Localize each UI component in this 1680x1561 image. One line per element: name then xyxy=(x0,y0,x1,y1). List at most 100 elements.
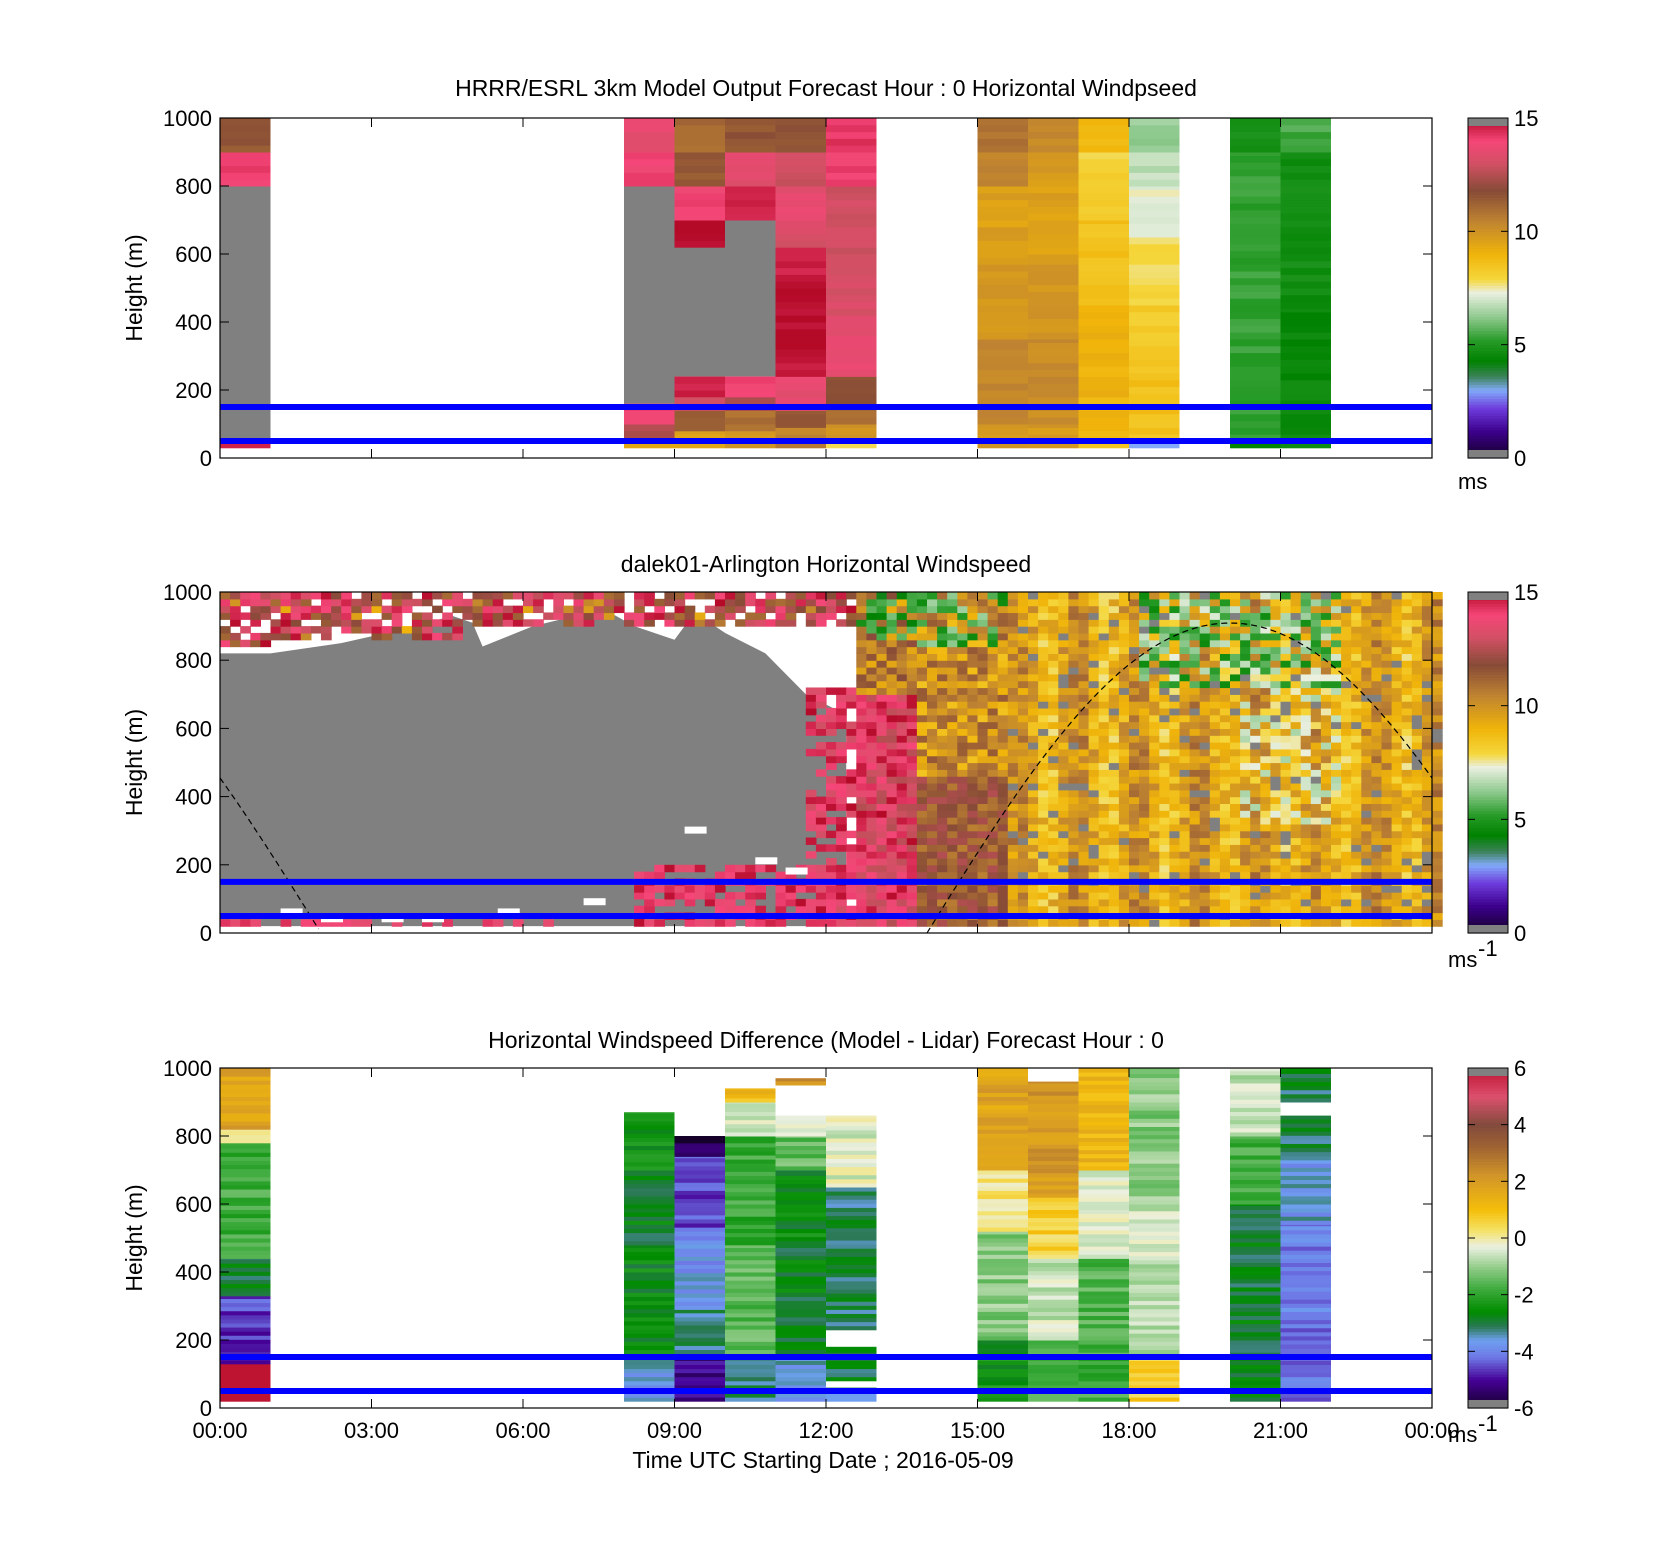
heatmap-cell xyxy=(856,776,867,784)
heatmap-cell xyxy=(826,1325,877,1331)
heatmap-cell xyxy=(987,892,999,900)
heatmap-cell xyxy=(1230,837,1241,845)
heatmap-cell xyxy=(977,626,989,634)
heatmap-cell xyxy=(906,817,918,825)
colorbar-segment xyxy=(1468,861,1508,866)
heatmap-cell xyxy=(220,1116,271,1122)
heatmap-cell xyxy=(1361,898,1372,907)
heatmap-cell xyxy=(775,376,826,384)
heatmap-cell xyxy=(664,864,676,873)
heatmap-cell xyxy=(1098,851,1110,859)
heatmap-cell xyxy=(1371,817,1383,825)
heatmap-cell xyxy=(1230,776,1241,784)
heatmap-cell xyxy=(1028,427,1079,435)
heatmap-cell xyxy=(1310,851,1322,859)
heatmap-cell xyxy=(644,892,655,900)
heatmap-cell xyxy=(977,192,1028,201)
heatmap-cell xyxy=(1129,1175,1180,1181)
heatmap-cell xyxy=(1230,196,1281,204)
heatmap-cell xyxy=(866,803,878,811)
heatmap-cell xyxy=(1391,673,1403,682)
heatmap-cell xyxy=(937,919,948,927)
heatmap-cell xyxy=(977,1307,1028,1312)
heatmap-cell xyxy=(1028,1197,1079,1202)
heatmap-cell xyxy=(351,605,362,614)
heatmap-cell xyxy=(1381,605,1393,614)
heatmap-cell xyxy=(310,612,322,620)
heatmap-cell xyxy=(1078,830,1090,839)
heatmap-cell xyxy=(906,598,918,607)
heatmap-cell xyxy=(1230,673,1241,682)
heatmap-cell xyxy=(1411,803,1423,811)
colorbar-segment xyxy=(1468,887,1508,891)
heatmap-cell xyxy=(836,871,847,880)
heatmap-cell xyxy=(896,632,908,641)
heatmap-cell xyxy=(1007,687,1019,695)
heatmap-cell xyxy=(937,748,948,757)
heatmap-cell xyxy=(543,612,554,620)
heatmap-cell xyxy=(1058,653,1069,661)
heatmap-cell xyxy=(1169,919,1181,927)
colorbar-segment xyxy=(1468,719,1508,724)
heatmap-cell xyxy=(1068,748,1080,757)
heatmap-cell xyxy=(1149,667,1160,675)
heatmap-cell xyxy=(220,1205,271,1210)
heatmap-cell xyxy=(1300,632,1312,641)
heatmap-cell xyxy=(1088,735,1100,743)
heatmap-cell xyxy=(977,653,989,661)
heatmap-cell xyxy=(1401,714,1413,723)
heatmap-cell xyxy=(957,817,968,825)
heatmap-cell xyxy=(826,817,837,825)
heatmap-cell xyxy=(1401,626,1413,634)
heatmap-cell xyxy=(846,776,857,784)
heatmap-cell xyxy=(1078,769,1090,777)
heatmap-cell xyxy=(1129,810,1140,818)
heatmap-cell xyxy=(1048,646,1059,654)
heatmap-cell xyxy=(725,1393,776,1398)
heatmap-cell xyxy=(765,619,777,627)
heatmap-cell xyxy=(1300,742,1312,750)
heatmap-cell xyxy=(1230,639,1241,648)
heatmap-cell xyxy=(836,817,847,825)
heatmap-cell xyxy=(1028,213,1079,221)
heatmap-cell xyxy=(694,885,706,893)
colorbar-segment xyxy=(1468,203,1508,207)
heatmap-cell xyxy=(906,707,918,716)
heatmap-cell xyxy=(1230,810,1241,818)
heatmap-cell xyxy=(1108,892,1120,900)
heatmap-cell xyxy=(997,871,1009,880)
heatmap-cell xyxy=(492,598,504,607)
heatmap-cell xyxy=(1381,721,1393,729)
heatmap-cell xyxy=(220,1068,271,1073)
heatmap-cell xyxy=(1068,667,1080,675)
heatmap-cell xyxy=(947,864,958,873)
heatmap-cell xyxy=(1219,823,1231,832)
heatmap-cell xyxy=(1038,776,1049,784)
heatmap-cell xyxy=(815,612,827,620)
heatmap-cell xyxy=(916,653,928,661)
heatmap-cell xyxy=(1371,789,1383,798)
heatmap-cell xyxy=(684,619,696,627)
heatmap-cell xyxy=(1098,817,1110,825)
heatmap-cell xyxy=(1351,660,1362,668)
heatmap-cell xyxy=(826,335,877,343)
heatmap-cell xyxy=(967,687,979,695)
heatmap-cell xyxy=(866,714,878,723)
colorbar-segment xyxy=(1468,839,1508,843)
heatmap-cell xyxy=(856,871,867,880)
heatmap-cell xyxy=(280,612,292,620)
heatmap-cell xyxy=(977,318,1028,326)
heatmap-cell xyxy=(1310,701,1322,709)
heatmap-cell xyxy=(937,817,948,825)
heatmap-cell xyxy=(1320,830,1332,839)
heatmap-cell xyxy=(1129,345,1180,354)
heatmap-cell xyxy=(927,898,938,907)
heatmap-cell xyxy=(725,1111,776,1117)
heatmap-cell xyxy=(927,721,938,729)
heatmap-cell xyxy=(1058,810,1069,818)
heatmap-cell xyxy=(1088,660,1100,668)
heatmap-cell xyxy=(220,1335,271,1340)
heatmap-cell xyxy=(1017,789,1029,798)
heatmap-cell xyxy=(1129,1300,1180,1306)
heatmap-cell xyxy=(745,905,756,914)
